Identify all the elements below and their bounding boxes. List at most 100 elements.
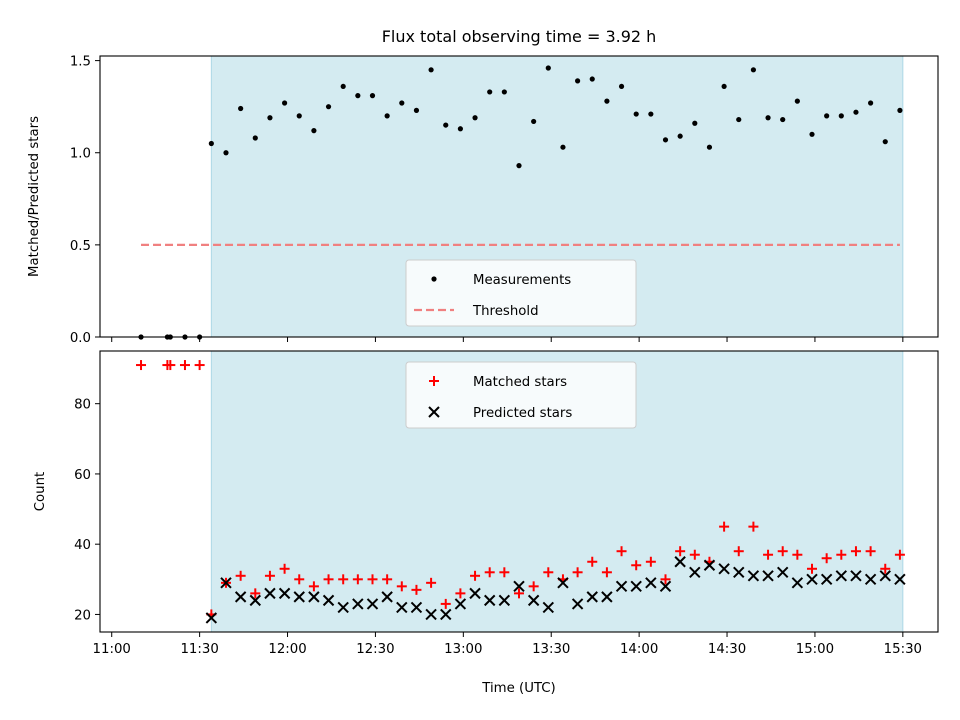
x-tick-label: 15:00 [796,642,834,657]
measurement-point [443,122,449,128]
predicted-stars-point [234,591,247,603]
legend-box [405,361,637,429]
matched-stars-point [250,588,261,599]
predicted-stars-point [601,591,613,603]
measurement-point [369,93,376,99]
predicted-stars-point [278,587,291,600]
measurement-point [706,144,713,150]
measurement-point [531,118,537,125]
y-tick-label: 40 [74,538,91,553]
matched-stars-point [763,549,774,560]
matched-stars-point [470,570,481,581]
x-tick-label: 14:00 [620,642,658,657]
x-tick-label: 14:30 [708,642,746,657]
matched-stars-point [179,360,190,371]
legend-label: Threshold [472,304,539,319]
predicted-stars-point [835,570,848,582]
matched-stars-point [587,556,598,567]
measurement-point [252,135,258,141]
y-tick-label: 0.0 [70,331,91,346]
matched-stars-point [572,567,583,578]
matched-stars-point [499,567,510,578]
legend-label: Measurements [473,273,571,288]
predicted-stars-point [483,594,496,607]
y-axis-label: Count [33,472,48,512]
measurement-point [838,113,844,119]
predicted-stars-point [322,594,335,607]
matched-stars-point [821,553,832,564]
measurement-point [765,115,771,121]
predicted-stars-point [205,612,218,624]
y-tick-label: 1.0 [70,147,91,162]
matched-stars-point [645,556,656,567]
predicted-stars-point [850,570,862,582]
matched-stars-point [675,546,686,557]
legend-measurement-swatch [431,276,437,282]
matched-stars-point [719,521,730,532]
matched-stars-point [631,560,642,571]
predicted-stars-point [733,566,745,578]
y-tick-label: 80 [74,398,91,413]
panel-ratio: 0.0 0.5 1.0 1.5 Matched/Predicted stars Measu… [27,55,939,346]
predicted-stars-point [352,598,364,610]
measurement-point [560,144,566,150]
measurement-point [208,140,214,147]
predicted-stars-point [293,591,305,603]
x-tick-label: 11:30 [180,642,218,657]
predicted-stars-point [440,608,452,621]
chart-title: Flux total observing time = 3.92 h [382,27,657,46]
axes-frame [99,55,939,338]
measurement-point [589,76,595,82]
measurement-point [267,115,273,121]
y-tick-label: 20 [74,608,91,623]
predicted-stars-point [469,587,481,600]
predicted-stars-point [806,573,818,586]
matched-stars-point [792,549,803,560]
matched-stars-point [850,546,861,557]
predicted-stars-point [454,598,467,610]
matched-stars-point [352,574,363,585]
measurement-point [311,128,317,134]
measurement-point [824,113,830,119]
predicted-stars-point [264,587,276,600]
predicted-stars-point [220,577,232,589]
legend-matched-swatch [429,376,439,386]
predicted-stars-point [557,577,569,589]
predicted-stars-point [776,566,789,578]
measurement-point [721,83,727,90]
predicted-stars-point [791,577,804,589]
matched-stars-point [514,588,524,599]
measurement-point [794,98,800,104]
measurement-point [604,98,610,104]
matched-stars-point [777,546,788,557]
measurement-point [281,100,288,106]
measurement-point [238,105,244,112]
predicted-stars-point [586,591,598,603]
matched-stars-point [235,570,246,581]
predicted-stars-point [645,577,657,589]
matched-stars-point [894,549,905,560]
matched-stars-point [308,581,319,592]
measurement-point [648,111,654,117]
predicted-stars-point [498,594,511,607]
panel-counts: 20 40 60 80 11:00 11:30 12:00 12:30 13:00 13:30 14… [33,350,939,657]
measurement-point [355,93,361,99]
x-tick-label: 12:30 [356,642,394,657]
matched-stars-point [836,549,847,560]
predicted-stars-point [337,601,349,614]
predicted-stars-point [762,570,774,582]
measurement-point [897,107,903,113]
matched-stars-point [880,563,891,574]
matched-stars-point [136,360,147,371]
x-tick-label: 15:30 [884,642,922,657]
axes-frame [99,350,939,633]
predicted-stars-point [513,580,525,593]
measurement-point [692,120,698,126]
predicted-stars-point [747,570,760,582]
predicted-stars-point [366,598,379,610]
y-tick-label: 60 [74,468,91,483]
matched-stars-point [748,521,759,532]
matched-stars-point [338,574,349,585]
predicted-stars-point [894,573,906,586]
measurement-point [472,115,478,121]
